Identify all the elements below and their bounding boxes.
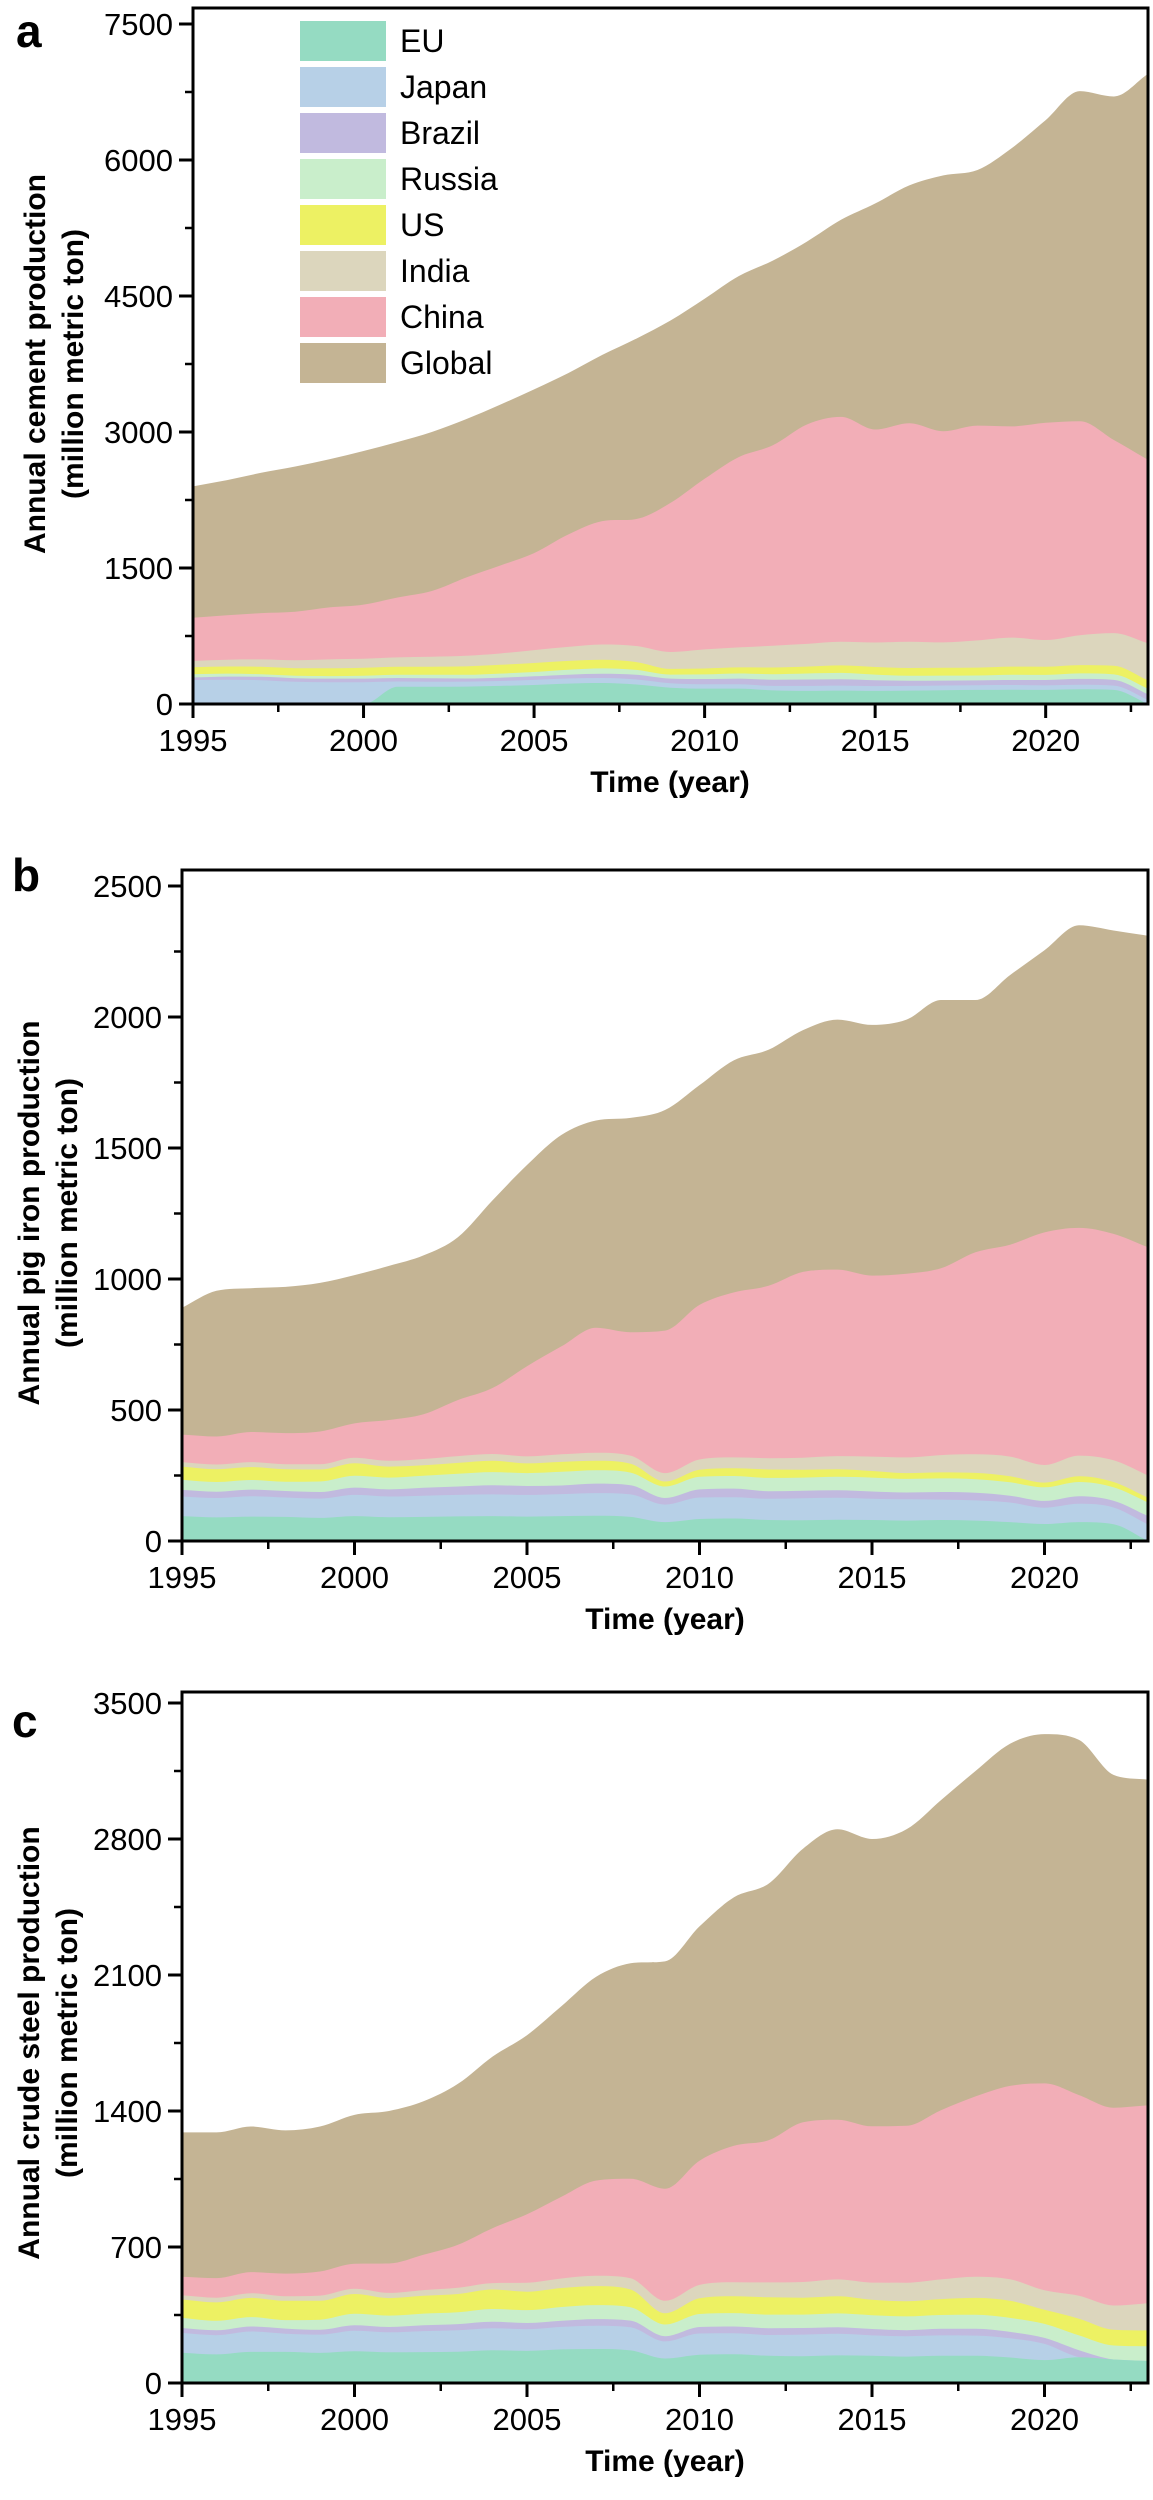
- y-tick-label: 0: [145, 2366, 162, 2401]
- legend-item-eu: EU: [300, 21, 498, 61]
- y-axis-title-b-line2: (million metric ton): [51, 1078, 84, 1348]
- y-tick-label: 1400: [93, 2094, 162, 2129]
- legend-item-global: Global: [300, 343, 498, 383]
- y-tick-label: 0: [145, 1524, 162, 1559]
- legend-label-global: Global: [400, 345, 493, 381]
- area-china: [193, 416, 1148, 704]
- legend-label-japan: Japan: [400, 69, 488, 105]
- plot-frame: [180, 1690, 1150, 2385]
- legend-item-russia: Russia: [300, 159, 498, 199]
- legend-swatch-china: [300, 297, 386, 337]
- legend: EU Japan Brazil Russia US India China G: [300, 21, 498, 389]
- plot-frame: [191, 6, 1150, 706]
- x-tick-label: 2015: [838, 2402, 907, 2437]
- area-eu: [182, 1515, 1148, 1541]
- y-axis-title-a-line2: (million metric ton): [57, 229, 90, 499]
- legend-swatch-russia: [300, 159, 386, 199]
- y-tick-label: 2000: [93, 1000, 162, 1035]
- y-tick-label: 1000: [93, 1262, 162, 1297]
- legend-item-china: China: [300, 297, 498, 337]
- panel-label-b: b: [12, 849, 41, 901]
- area-eu: [193, 683, 1148, 704]
- legend-item-brazil: Brazil: [300, 113, 498, 153]
- x-tick-label: 2005: [493, 2402, 562, 2437]
- x-tick-label: 2020: [1010, 1560, 1079, 1595]
- x-tick-label: 2005: [500, 723, 569, 758]
- legend-swatch-eu: [300, 21, 386, 61]
- y-tick-label: 4500: [104, 279, 173, 314]
- panel-label-c: c: [12, 1695, 38, 1747]
- x-tick-label: 2000: [320, 2402, 389, 2437]
- legend-swatch-global: [300, 343, 386, 383]
- x-axis-title-a: Time (year): [590, 766, 750, 799]
- y-tick-label: 0: [156, 687, 173, 722]
- x-tick-label: 2010: [665, 1560, 734, 1595]
- y-tick-label: 500: [110, 1393, 162, 1428]
- legend-item-us: US: [300, 205, 498, 245]
- y-tick-label: 1500: [93, 1131, 162, 1166]
- legend-label-india: India: [400, 253, 470, 289]
- x-tick-label: 1995: [159, 723, 228, 758]
- y-tick-label: 1500: [104, 551, 173, 586]
- panel-a: 0 1500 3000 4500 6000 7500 1995 2000 2005 2010 201…: [104, 6, 1150, 758]
- legend-item-japan: Japan: [300, 67, 498, 107]
- x-tick-label: 2020: [1010, 2402, 1079, 2437]
- y-tick-label: 6000: [104, 143, 173, 178]
- y-tick-label: 7500: [104, 7, 173, 42]
- y-tick-label: 700: [110, 2230, 162, 2265]
- legend-swatch-brazil: [300, 113, 386, 153]
- y-axis-title-a-line1: Annual cement production: [19, 173, 52, 555]
- legend-label-russia: Russia: [400, 161, 498, 197]
- x-tick-label: 2000: [320, 1560, 389, 1595]
- panel-label-a: a: [16, 5, 42, 57]
- x-tick-label: 2000: [329, 723, 398, 758]
- y-axis-title-c-line2: (million metric ton): [51, 1908, 84, 2178]
- x-tick-label: 2010: [665, 2402, 734, 2437]
- legend-label-china: China: [400, 299, 484, 335]
- area-series-group: [182, 925, 1148, 1541]
- y-tick-label: 2100: [93, 1958, 162, 1993]
- x-tick-label: 2015: [838, 1560, 907, 1595]
- x-tick-label: 2005: [493, 1560, 562, 1595]
- x-axis-title-c: Time (year): [585, 2445, 745, 2478]
- area-eu: [182, 2349, 1148, 2383]
- y-tick-label: 3000: [104, 415, 173, 450]
- area-series-group: [193, 73, 1148, 704]
- x-tick-label: 1995: [148, 2402, 217, 2437]
- area-series-group: [182, 1734, 1148, 2383]
- y-tick-label: 2500: [93, 869, 162, 904]
- legend-swatch-japan: [300, 67, 386, 107]
- y-tick-label: 3500: [93, 1686, 162, 1721]
- x-tick-label: 1995: [148, 1560, 217, 1595]
- legend-item-india: India: [300, 251, 498, 291]
- x-tick-label: 2015: [841, 723, 910, 758]
- legend-label-brazil: Brazil: [400, 115, 481, 151]
- x-tick-label: 2020: [1011, 723, 1080, 758]
- x-axis-title-b: Time (year): [585, 1603, 745, 1636]
- x-tick-label: 2010: [670, 723, 739, 758]
- legend-swatch-india: [300, 251, 386, 291]
- y-tick-label: 2800: [93, 1822, 162, 1857]
- panel-b: 0 500 1000 1500 2000 2500 1995 2000 2005 2010 2015…: [93, 868, 1150, 1595]
- y-axis-title-b-line1: Annual pig iron production: [13, 1020, 46, 1406]
- legend-label-eu: EU: [400, 23, 445, 59]
- panel-c: 0 700 1400 2100 2800 3500 1995 2000 2005 2010 2015…: [93, 1686, 1150, 2437]
- plot-frame: [180, 868, 1150, 1543]
- y-axis-title-c-line1: Annual crude steel production: [13, 1826, 46, 2260]
- legend-label-us: US: [400, 207, 445, 243]
- legend-swatch-us: [300, 205, 386, 245]
